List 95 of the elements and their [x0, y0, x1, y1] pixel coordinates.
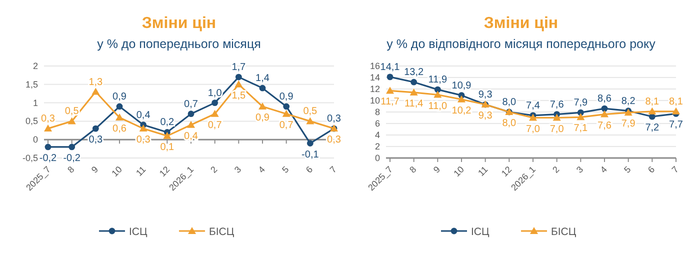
- data-label: 7,4: [526, 100, 540, 112]
- x-tick-label: 6: [304, 164, 315, 175]
- data-label: 1,4: [256, 73, 270, 84]
- data-label: 8,1: [669, 96, 684, 108]
- chart-title: Зміни цін: [142, 15, 216, 32]
- data-label: 7,9: [574, 98, 588, 109]
- data-label: 1,5: [232, 90, 246, 102]
- data-label: 0,9: [112, 91, 127, 102]
- data-label: 10,9: [452, 80, 472, 92]
- data-label: 7,7: [669, 120, 684, 131]
- chart-subtitle: у % до попереднього місяця: [97, 37, 261, 51]
- data-label: 0,4: [136, 110, 151, 121]
- data-label: -0,2: [63, 152, 81, 164]
- data-label: 0,3: [327, 134, 342, 146]
- y-tick-label: -0,5: [22, 153, 38, 163]
- x-tick-label: 3: [232, 164, 244, 175]
- data-label: 0,3: [88, 134, 104, 146]
- data-label: 13,2: [404, 67, 424, 78]
- data-label: 0,9: [279, 91, 294, 102]
- y-tick-label: 1,5: [25, 79, 38, 90]
- x-tick-label: 4: [598, 164, 609, 175]
- x-tick-label: 5: [622, 164, 633, 175]
- x-tick-label: 7: [328, 164, 338, 175]
- data-label: 7,0: [550, 124, 564, 135]
- data-label: 0,5: [303, 106, 318, 118]
- data-label: 8,2: [621, 96, 636, 107]
- data-label: 7,0: [526, 124, 540, 135]
- x-tick-label: 8: [408, 164, 418, 175]
- y-tick-label: 2: [374, 142, 380, 152]
- y-tick-label: 16: [370, 61, 380, 71]
- y-tick-label: 10: [370, 96, 380, 106]
- data-label: 8,0: [502, 97, 517, 108]
- y-tick-label: 1: [32, 98, 38, 108]
- x-tick-label: 12: [499, 164, 514, 178]
- data-label: -0,2: [39, 152, 58, 164]
- data-label: 11,7: [380, 96, 400, 108]
- data-label: 0,7: [208, 120, 222, 131]
- data-label: 11,4: [404, 98, 424, 110]
- data-label: 10,2: [452, 105, 472, 116]
- data-label: 7,6: [598, 120, 612, 132]
- y-tick-label: 2: [32, 61, 38, 71]
- legend-label: БІСЦ: [209, 226, 234, 238]
- data-label: 0,3: [327, 114, 342, 125]
- x-tick-label: 3: [574, 164, 586, 175]
- data-label: 11,9: [428, 74, 448, 86]
- data-label: 9,3: [478, 90, 493, 101]
- x-tick-label: 7: [670, 164, 680, 175]
- x-tick-label: 6: [646, 164, 657, 175]
- x-tick-label: 11: [134, 164, 148, 178]
- data-label: 8,1: [645, 96, 660, 108]
- chart-title: Зміни цін: [484, 15, 558, 32]
- data-label: 0,9: [256, 112, 270, 124]
- data-label: 0,1: [160, 142, 175, 153]
- x-tick-label: 8: [66, 164, 76, 175]
- y-tick-label: 0: [374, 153, 380, 163]
- x-tick-label: 10: [452, 164, 466, 178]
- y-tick-label: 14: [370, 72, 380, 82]
- legend-label: ІСЦ: [471, 226, 490, 238]
- data-label: 8,0: [502, 118, 517, 129]
- data-label: 0,3: [41, 114, 56, 125]
- y-tick-label: 0: [32, 134, 38, 145]
- data-label: 0,2: [160, 117, 175, 128]
- data-label: 14,1: [380, 62, 400, 73]
- data-label: 11,0: [428, 100, 448, 112]
- legend-label: ІСЦ: [129, 226, 148, 238]
- x-tick-label: 9: [431, 164, 442, 175]
- data-label: 9,3: [478, 110, 493, 122]
- x-tick-label: 12: [157, 164, 172, 178]
- data-label: 0,6: [112, 124, 127, 135]
- x-tick-label: 5: [280, 164, 291, 175]
- data-label: 7,9: [621, 118, 636, 130]
- y-tick-label: 8: [374, 107, 380, 117]
- data-label: 8,6: [598, 94, 612, 105]
- data-label: 7,6: [550, 99, 564, 110]
- y-tick-label: 4: [374, 130, 380, 140]
- legend-label: БІСЦ: [551, 226, 576, 238]
- chart-subtitle: у % до відповідного місяця попереднього року: [386, 37, 656, 51]
- y-tick-label: 12: [370, 84, 380, 94]
- y-tick-label: 6: [374, 118, 380, 128]
- x-tick-label: 10: [110, 164, 124, 178]
- data-label: 1,7: [232, 62, 246, 74]
- x-tick-label: 9: [89, 164, 100, 175]
- data-label: 7,1: [574, 123, 588, 134]
- x-tick-label: 11: [476, 164, 490, 178]
- x-tick-label: 2: [550, 164, 562, 175]
- data-label: 1,0: [208, 88, 222, 99]
- x-tick-label: 2: [208, 164, 220, 175]
- data-label: 0,5: [64, 106, 80, 118]
- x-tick-label: 4: [256, 164, 267, 175]
- data-label: 0,7: [184, 98, 198, 110]
- y-tick-label: 0,5: [25, 116, 38, 126]
- data-label: -0,1: [302, 149, 320, 160]
- data-label: 1,3: [88, 76, 104, 88]
- data-label: 7,2: [645, 122, 660, 134]
- data-label: 0,7: [279, 120, 294, 131]
